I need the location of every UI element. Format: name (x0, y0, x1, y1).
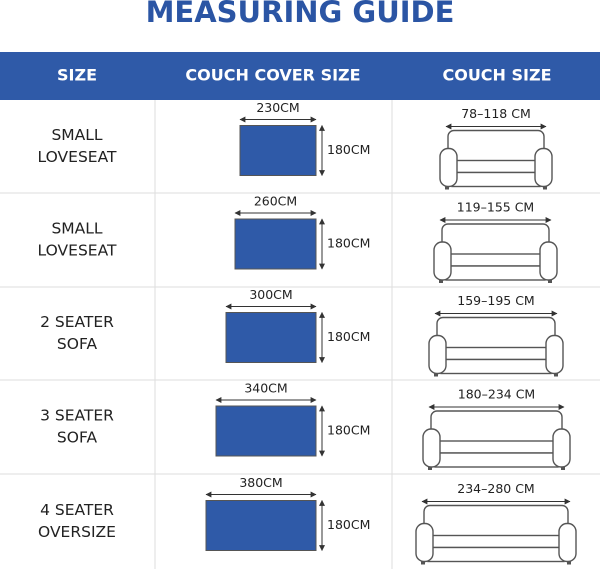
couch-base (427, 546, 565, 563)
couch-seat (445, 253, 546, 267)
couch-leg (548, 280, 552, 283)
couch-size: 180–234 CM (458, 387, 535, 402)
couch-back (447, 129, 545, 166)
header-cell: COUCH COVER SIZE (185, 66, 360, 85)
couch-seat (434, 440, 559, 454)
cover-height: 180CM (327, 423, 370, 438)
couch-arm (422, 428, 441, 468)
cover-height: 180CM (327, 329, 370, 344)
couch-back (441, 223, 550, 259)
size-label: 2 SEATER (40, 313, 114, 331)
cover-width: 260CM (254, 194, 297, 209)
couch-seat (451, 159, 541, 174)
size-label: SMALL (51, 220, 102, 238)
size-label: LOVESEAT (38, 242, 117, 260)
couch-arm (439, 147, 458, 188)
couch-size: 234–280 CM (457, 481, 534, 496)
cover-width: 340CM (244, 381, 287, 396)
couch-base (440, 358, 552, 375)
cover-height: 180CM (327, 517, 370, 532)
cover-height: 180CM (327, 236, 370, 251)
couch-base (434, 452, 559, 468)
couch-arm (415, 522, 434, 563)
header-cell: SIZE (57, 66, 97, 85)
size-label: OVERSIZE (38, 523, 116, 541)
couch-leg (567, 561, 571, 565)
couch-size: 119–155 CM (457, 200, 534, 215)
couch-arm (433, 241, 452, 281)
couch-seat (427, 534, 565, 549)
cover-height: 180CM (327, 142, 370, 157)
couch-back (436, 316, 556, 353)
couch-size: 159–195 CM (457, 293, 534, 308)
cover-width: 380CM (239, 475, 282, 490)
couch-leg (428, 467, 432, 470)
size-label: SOFA (57, 335, 98, 353)
couch-arm (552, 428, 571, 468)
couch-leg (434, 373, 438, 377)
couch-leg (543, 186, 547, 190)
cover-swatch (234, 218, 317, 270)
header-cell: COUCH SIZE (442, 66, 551, 85)
couch-arm (545, 334, 564, 375)
couch-base (451, 171, 541, 188)
couch-arm (558, 522, 577, 563)
couch-leg (445, 186, 449, 190)
couch-arm (539, 241, 558, 281)
size-label: SMALL (51, 126, 102, 144)
cover-swatch (225, 312, 317, 363)
title: MEASURING GUIDE (146, 0, 455, 29)
cover-swatch (215, 405, 317, 457)
couch-leg (554, 373, 558, 377)
size-label: LOVESEAT (38, 148, 117, 166)
cover-swatch (205, 500, 317, 551)
couch-leg (561, 467, 565, 470)
couch-back (430, 410, 563, 446)
couch-base (445, 265, 546, 281)
header-band (0, 52, 600, 100)
couch-back (423, 504, 569, 541)
cover-swatch (239, 125, 317, 176)
couch-leg (421, 561, 425, 565)
cover-width: 230CM (256, 100, 299, 115)
cover-width: 300CM (249, 287, 292, 302)
couch-arm (534, 147, 553, 188)
couch-size: 78–118 CM (461, 106, 531, 121)
size-label: 4 SEATER (40, 501, 114, 519)
couch-leg (439, 280, 443, 283)
size-label: SOFA (57, 429, 98, 447)
couch-arm (428, 334, 447, 375)
size-label: 3 SEATER (40, 407, 114, 425)
couch-seat (440, 346, 552, 361)
